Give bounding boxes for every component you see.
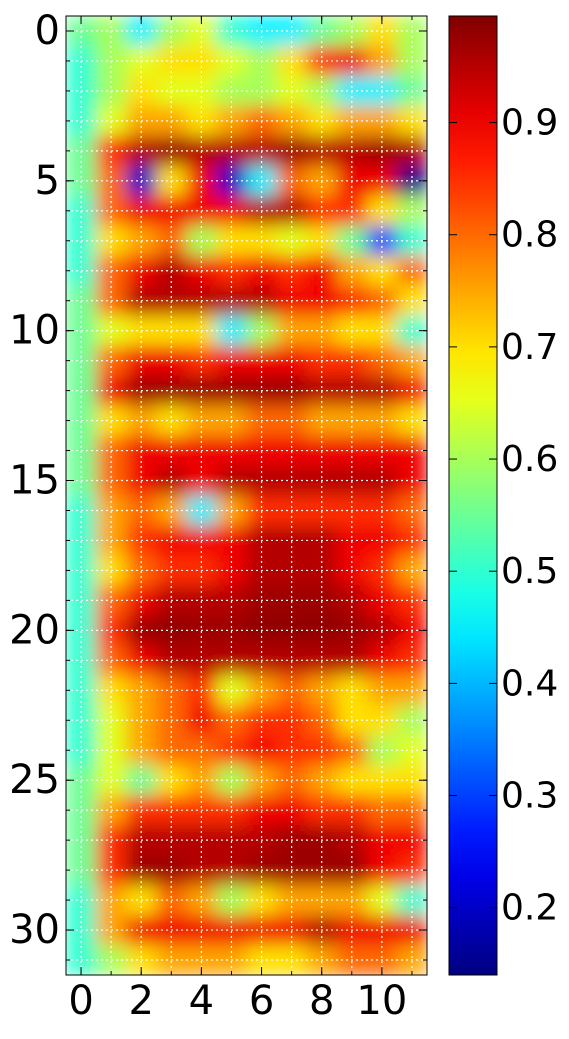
colorbar-tick-label: 0.7 [501, 327, 558, 368]
x-tick-label: 0 [68, 978, 93, 1024]
x-tick-label: 2 [128, 978, 153, 1024]
heatmap [66, 16, 427, 975]
y-tick-label: 30 [9, 907, 60, 953]
x-tick-label: 10 [356, 978, 407, 1024]
x-tick-label: 4 [189, 978, 214, 1024]
colorbar [448, 15, 498, 976]
y-tick-label: 20 [9, 607, 60, 653]
colorbar-tick-label: 0.2 [501, 888, 558, 929]
y-tick-label: 25 [9, 757, 60, 803]
y-tick-label: 5 [35, 158, 60, 204]
plot-frame [65, 15, 428, 976]
y-tick-label: 0 [35, 8, 60, 54]
colorbar-tick-label: 0.4 [501, 663, 558, 704]
x-tick-label: 6 [249, 978, 274, 1024]
colorbar-tick-label: 0.5 [501, 551, 558, 592]
colorbar-tick-label: 0.3 [501, 776, 558, 817]
colorbar-tick-label: 0.8 [501, 215, 558, 256]
x-tick-label: 8 [309, 978, 334, 1024]
y-tick-label: 15 [9, 458, 60, 504]
colorbar-tick-label: 0.9 [501, 103, 558, 144]
colorbar-tick-label: 0.6 [501, 439, 558, 480]
y-tick-label: 10 [9, 308, 60, 354]
